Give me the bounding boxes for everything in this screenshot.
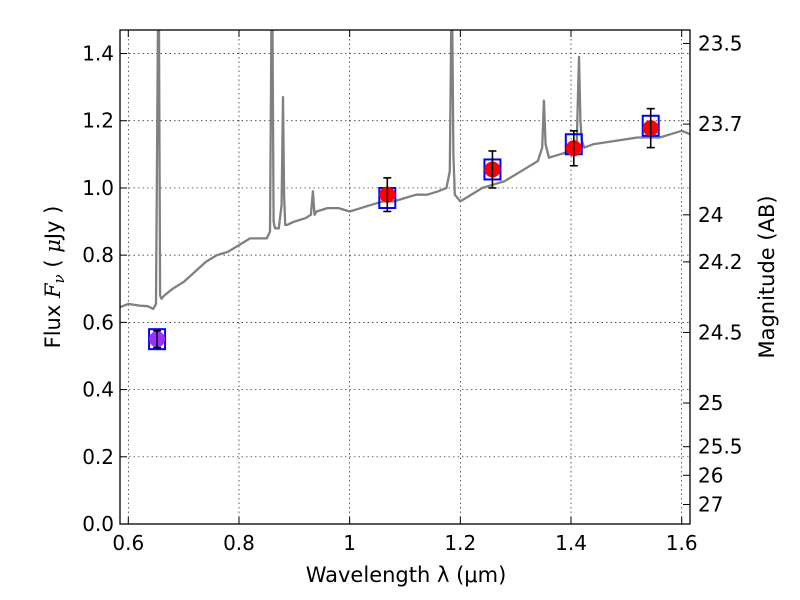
right-tick-label: 27 [698, 493, 723, 517]
x-axis-label: Wavelength λ (μm) [306, 563, 507, 587]
x-tick-label: 1 [343, 531, 356, 555]
grid [120, 30, 690, 525]
y-tick-label: 1.2 [82, 109, 114, 133]
right-tick-label: 24.2 [698, 250, 743, 274]
right-tick-label: 24.5 [698, 320, 743, 344]
y-tick-label: 0.0 [82, 512, 114, 536]
y-tick-label: 0.8 [82, 243, 114, 267]
axes: 0.6 0.8 1 1.2 1.4 1.6 0.0 0.2 0.4 0.6 0.8 1.0 1.2 1.4… [82, 30, 743, 555]
right-tick-label: 25.5 [698, 435, 743, 459]
right-tick-label: 23.7 [698, 112, 743, 136]
y-axis-label-right: Magnitude (AB) [755, 195, 779, 358]
y-axis-label-left: Flux Fν ( μJy ) [41, 206, 68, 349]
y-tick-label: 1.4 [82, 42, 114, 66]
model-spectrum-line [120, 30, 690, 311]
right-tick-label: 26 [698, 463, 723, 487]
x-tick-label: 1.4 [555, 531, 587, 555]
right-tick-label: 23.5 [698, 31, 743, 55]
axes-frame [119, 29, 691, 525]
x-tick-label: 0.6 [112, 531, 144, 555]
y-tick-label: 0.2 [82, 445, 114, 469]
y-tick-label: 0.4 [82, 378, 114, 402]
y-tick-label: 0.6 [82, 310, 114, 334]
x-tick-label: 0.8 [223, 531, 255, 555]
plot-area [120, 30, 690, 351]
y-tick-label: 1.0 [82, 176, 114, 200]
x-tick-label: 1.2 [444, 531, 476, 555]
right-tick-label: 25 [698, 391, 723, 415]
right-tick-label: 24 [698, 203, 723, 227]
x-tick-label: 1.6 [666, 531, 698, 555]
